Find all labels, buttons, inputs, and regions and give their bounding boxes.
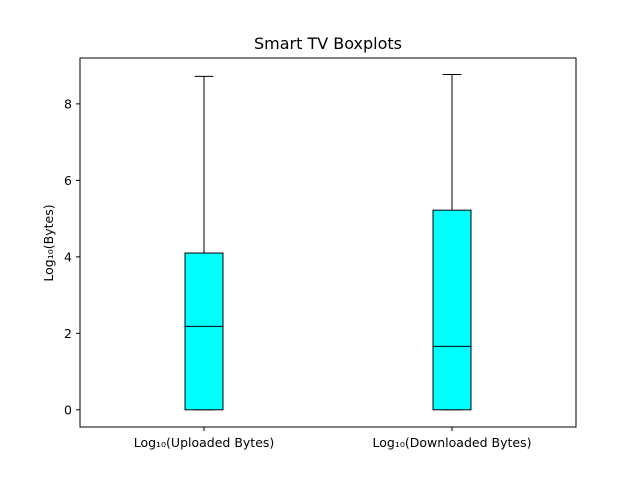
box-iqr: [184, 252, 224, 411]
y-tick-label: 8: [64, 96, 72, 111]
y-tick-label: 2: [64, 326, 72, 341]
x-tick-label: Log₁₀(Uploaded Bytes): [134, 435, 275, 450]
box-iqr: [432, 209, 472, 411]
y-tick-label: 4: [64, 249, 72, 264]
plot-area: 0 2 4 6 8 Log₁₀(Uploaded Bytes) Log₁₀(Download…: [64, 57, 577, 450]
y-tick-label: 0: [64, 402, 72, 417]
x-tick-label: Log₁₀(Downloaded Bytes): [373, 435, 532, 450]
chart-title: Smart TV Boxplots: [254, 34, 402, 53]
y-tick-label: 6: [64, 173, 72, 188]
axes-frame: [79, 57, 577, 428]
y-axis-label: Log₁₀(Bytes): [41, 204, 56, 281]
